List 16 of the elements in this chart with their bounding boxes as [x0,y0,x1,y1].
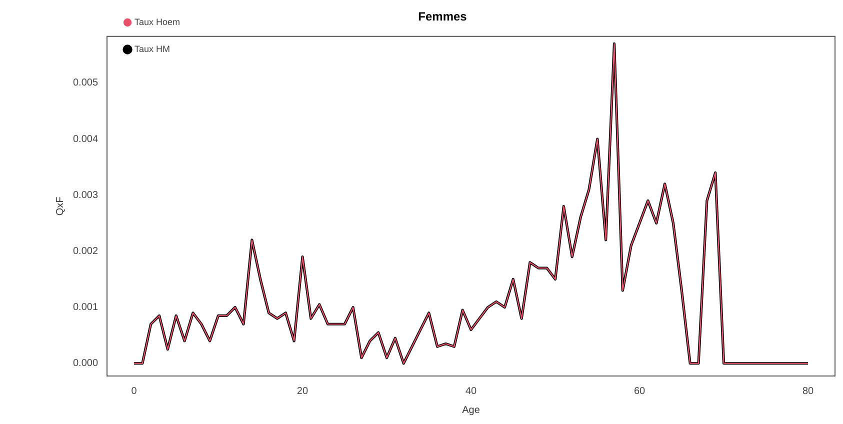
chart-title: Femmes [418,10,468,24]
x-tick-label: 0 [131,386,138,397]
legend-label: Taux Hoem [134,16,180,27]
y-tick-label: 0.001 [72,302,98,314]
x-tick-label: 60 [634,386,646,397]
x-tick-label: 20 [296,386,308,397]
x-tick-label: 80 [802,386,814,397]
y-tick-label: 0.000 [72,358,98,370]
y-tick-label: 0.005 [72,78,98,89]
legend-label: Taux HM [134,44,170,54]
x-axis-title: Age [462,404,480,416]
y-tick-label: 0.003 [72,190,98,201]
y-tick-label: 0.004 [72,134,98,145]
y-tick-label: 0.002 [72,246,98,257]
y-axis-title: QxF [54,196,66,216]
x-tick-label: 40 [465,386,478,397]
